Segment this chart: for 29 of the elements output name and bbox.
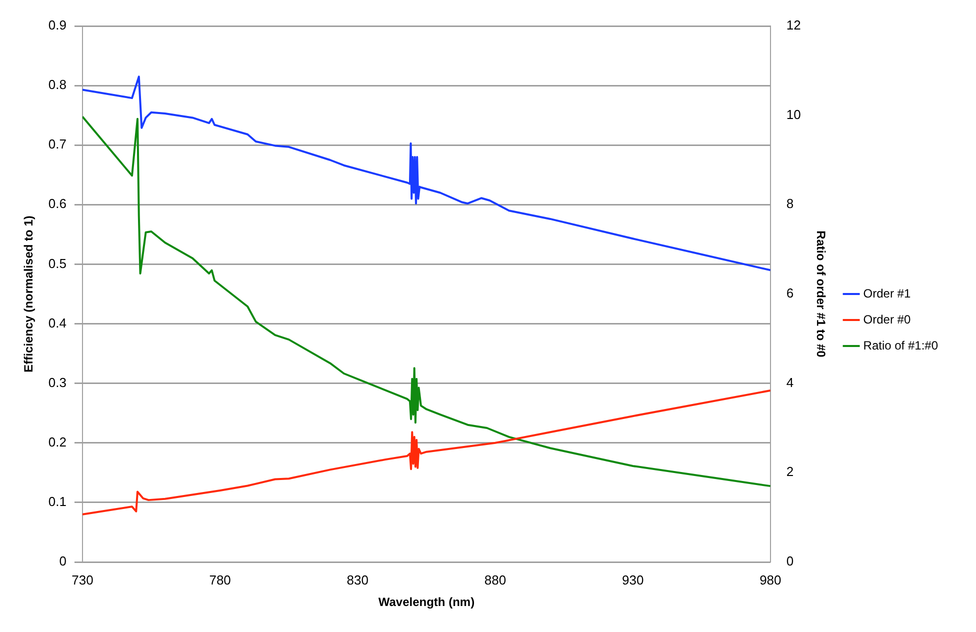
y2-tick-label: 12 xyxy=(786,18,801,33)
y2-axis-title: Ratio of order #1 to #0 xyxy=(814,230,828,358)
y2-tick-label: 8 xyxy=(786,196,794,212)
x-tick-label: 730 xyxy=(72,572,94,588)
y2-tick-label: 4 xyxy=(786,374,794,390)
legend-label: Order #0 xyxy=(863,312,911,326)
x-tick-label: 780 xyxy=(209,572,231,588)
y-tick-label: 0.9 xyxy=(48,18,66,33)
x-tick-label: 880 xyxy=(484,572,506,588)
y-tick-label: 0.4 xyxy=(48,315,66,330)
y-tick-label: 0.8 xyxy=(48,77,66,92)
legend-label: Order #1 xyxy=(863,286,911,300)
y-tick-label: 0 xyxy=(59,554,66,569)
y-tick-label: 0.7 xyxy=(48,136,66,152)
x-tick-label: 930 xyxy=(622,572,644,588)
y-tick-label: 0.3 xyxy=(48,374,66,390)
legend-label: Ratio of #1:#0 xyxy=(863,338,938,352)
y-axis-title: Efficiency (normalised to 1) xyxy=(22,216,36,372)
y-tick-label: 0.1 xyxy=(48,494,66,510)
y-tick-label: 0.2 xyxy=(48,434,66,450)
y2-tick-label: 0 xyxy=(786,554,794,569)
y-tick-label: 0.5 xyxy=(48,256,66,271)
y2-tick-label: 2 xyxy=(786,464,794,480)
y2-tick-label: 6 xyxy=(786,286,794,301)
y2-tick-label: 10 xyxy=(786,106,801,122)
x-tick-label: 980 xyxy=(760,572,782,588)
x-axis-title: Wavelength (nm) xyxy=(378,595,475,610)
x-tick-label: 830 xyxy=(346,572,369,588)
y-tick-label: 0.6 xyxy=(48,196,66,212)
